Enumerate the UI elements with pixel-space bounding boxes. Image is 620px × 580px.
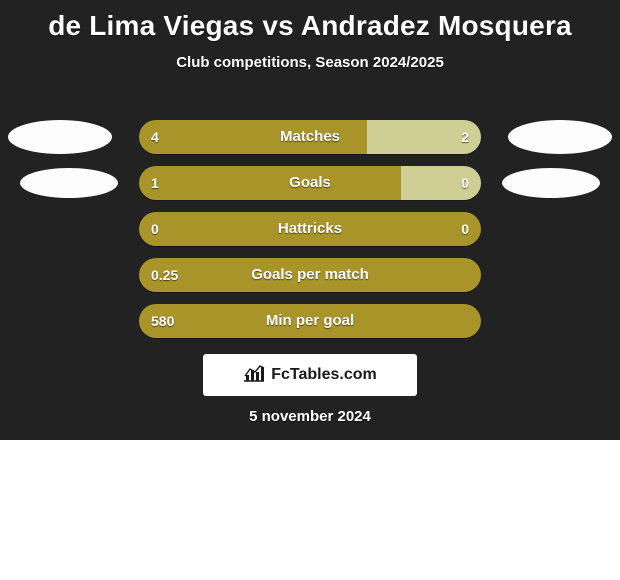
- stat-bar-left-fill: [139, 304, 481, 338]
- stat-row: Min per goal580: [0, 304, 620, 338]
- stat-bar: [139, 166, 481, 200]
- stat-bar-right-fill: [401, 166, 481, 200]
- player-avatar-left: [8, 120, 112, 154]
- stat-bar: [139, 304, 481, 338]
- stat-rows: Matches42 Goals10 Hattricks00 Goals per mat…: [0, 120, 620, 350]
- stat-bar-left-fill: [139, 212, 481, 246]
- stat-row: Goals per match0.25: [0, 258, 620, 292]
- player-avatar-right: [508, 120, 612, 154]
- brand-badge: FcTables.com: [203, 354, 417, 396]
- page-title: de Lima Viegas vs Andradez Mosquera: [0, 0, 620, 42]
- stat-bar: [139, 258, 481, 292]
- stat-bar: [139, 212, 481, 246]
- stat-row: Hattricks00: [0, 212, 620, 246]
- stat-row: Matches42: [0, 120, 620, 154]
- stat-bar-right-fill: [367, 120, 481, 154]
- stat-bar-left-fill: [139, 120, 367, 154]
- stat-bar-left-fill: [139, 258, 481, 292]
- bar-chart-icon: [243, 364, 265, 387]
- stat-bar: [139, 120, 481, 154]
- footer-date: 5 november 2024: [0, 408, 620, 425]
- page-subtitle: Club competitions, Season 2024/2025: [0, 54, 620, 71]
- stat-bar-left-fill: [139, 166, 401, 200]
- player-avatar-right: [502, 168, 600, 198]
- comparison-panel: de Lima Viegas vs Andradez Mosquera Club…: [0, 0, 620, 440]
- stat-row: Goals10: [0, 166, 620, 200]
- player-avatar-left: [20, 168, 118, 198]
- brand-text: FcTables.com: [271, 366, 377, 384]
